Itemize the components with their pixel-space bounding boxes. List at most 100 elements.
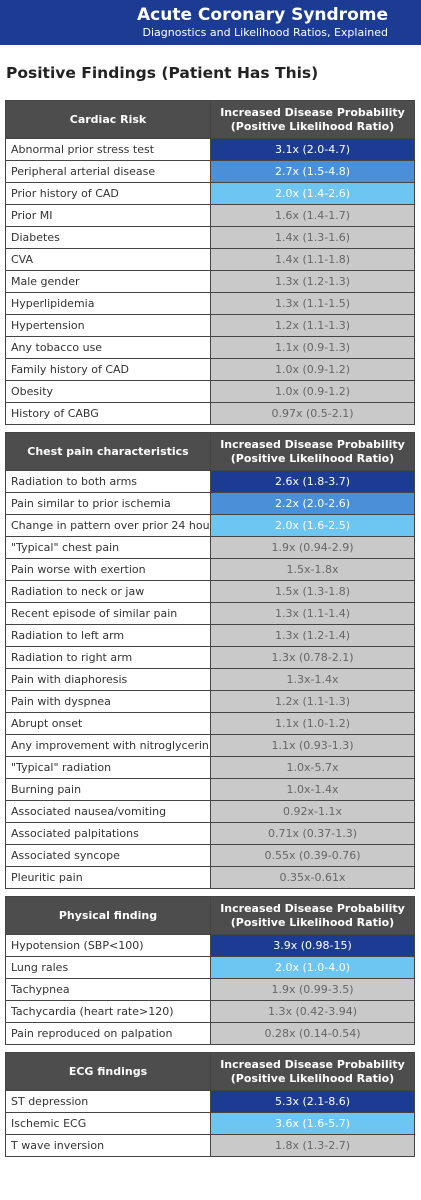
likelihood-ratio: 1.3x-1.4x: [210, 668, 415, 691]
likelihood-ratio: 3.9x (0.98-15): [210, 934, 415, 957]
finding: CVA: [5, 248, 211, 271]
finding: Associated palpitations: [5, 822, 211, 845]
row: Prior MI 1.6x (1.4-1.7): [5, 204, 415, 227]
finding: Hypotension (SBP<100): [5, 934, 211, 957]
finding: Pain with diaphoresis: [5, 668, 211, 691]
likelihood-ratio: 1.3x (1.1-1.5): [210, 292, 415, 315]
finding: Pain with dyspnea: [5, 690, 211, 713]
likelihood-ratio: 0.71x (0.37-1.3): [210, 822, 415, 845]
likelihood-ratio: 1.1x (1.0-1.2): [210, 712, 415, 735]
likelihood-ratio: 1.9x (0.94-2.9): [210, 536, 415, 559]
finding: Hyperlipidemia: [5, 292, 211, 315]
likelihood-ratio: 5.3x (2.1-8.6): [210, 1090, 415, 1113]
subtitle: Diagnostics and Likelihood Ratios, Expla…: [142, 26, 388, 39]
row: Hyperlipidemia 1.3x (1.1-1.5): [5, 292, 415, 315]
likelihood-ratio: 0.55x (0.39-0.76): [210, 844, 415, 867]
finding: Male gender: [5, 270, 211, 293]
finding: Abnormal prior stress test: [5, 138, 211, 161]
finding: Recent episode of similar pain: [5, 602, 211, 625]
row: Associated palpitations 0.71x (0.37-1.3): [5, 822, 415, 845]
section-heading: Positive Findings (Patient Has This): [6, 64, 319, 82]
finding: Radiation to left arm: [5, 624, 211, 647]
row: Tachypnea 1.9x (0.99-3.5): [5, 978, 415, 1001]
finding: Pleuritic pain: [5, 866, 211, 889]
category-header: Physical finding: [5, 896, 211, 935]
finding: "Typical" chest pain: [5, 536, 211, 559]
row: Prior history of CAD 2.0x (1.4-2.6): [5, 182, 415, 205]
row: Hypertension 1.2x (1.1-1.3): [5, 314, 415, 337]
likelihood-ratio: 1.3x (0.78-2.1): [210, 646, 415, 669]
finding: Associated syncope: [5, 844, 211, 867]
finding: History of CABG: [5, 402, 211, 425]
title: Acute Coronary Syndrome: [137, 5, 388, 25]
likelihood-ratio: 1.9x (0.99-3.5): [210, 978, 415, 1001]
header-row: Cardiac Risk Increased Disease Probabilit…: [5, 100, 415, 139]
finding: Radiation to right arm: [5, 646, 211, 669]
finding: Hypertension: [5, 314, 211, 337]
finding: Radiation to both arms: [5, 470, 211, 493]
column-header: Increased Disease Probability (Positive …: [210, 432, 415, 471]
row: Lung rales 2.0x (1.0-4.0): [5, 956, 415, 979]
header-row: Physical finding Increased Disease Probab…: [5, 896, 415, 935]
likelihood-ratio: 1.2x (1.1-1.3): [210, 314, 415, 337]
finding: Family history of CAD: [5, 358, 211, 381]
row: Change in pattern over prior 24 hours 2.0…: [5, 514, 415, 537]
category-header: Cardiac Risk: [5, 100, 211, 139]
likelihood-ratio: 1.6x (1.4-1.7): [210, 204, 415, 227]
likelihood-ratio: 1.0x (0.9-1.2): [210, 380, 415, 403]
row: Ischemic ECG 3.6x (1.6-5.7): [5, 1112, 415, 1135]
row: Abnormal prior stress test 3.1x (2.0-4.7): [5, 138, 415, 161]
finding: Any improvement with nitroglycerin: [5, 734, 211, 757]
likelihood-ratio: 1.8x (1.3-2.7): [210, 1134, 415, 1157]
row: T wave inversion 1.8x (1.3-2.7): [5, 1134, 415, 1157]
row: "Typical" radiation 1.0x-5.7x: [5, 756, 415, 779]
likelihood-ratio: 1.5x-1.8x: [210, 558, 415, 581]
row: Radiation to left arm 1.3x (1.2-1.4): [5, 624, 415, 647]
likelihood-ratio: 2.0x (1.0-4.0): [210, 956, 415, 979]
finding: Associated nausea/vomiting: [5, 800, 211, 823]
finding: Diabetes: [5, 226, 211, 249]
finding: Lung rales: [5, 956, 211, 979]
column-header: Increased Disease Probability (Positive …: [210, 100, 415, 139]
finding: Prior MI: [5, 204, 211, 227]
likelihood-ratio: 1.0x-5.7x: [210, 756, 415, 779]
likelihood-ratio: 2.0x (1.4-2.6): [210, 182, 415, 205]
findings-table: Physical finding Increased Disease Probab…: [5, 896, 415, 1045]
row: Pain worse with exertion 1.5x-1.8x: [5, 558, 415, 581]
finding: Change in pattern over prior 24 hours: [5, 514, 211, 537]
row: Family history of CAD 1.0x (0.9-1.2): [5, 358, 415, 381]
row: Pain with dyspnea 1.2x (1.1-1.3): [5, 690, 415, 713]
row: Recent episode of similar pain 1.3x (1.1-…: [5, 602, 415, 625]
row: Pain with diaphoresis 1.3x-1.4x: [5, 668, 415, 691]
category-header: Chest pain characteristics: [5, 432, 211, 471]
column-header: Increased Disease Probability (Positive …: [210, 1052, 415, 1091]
finding: Prior history of CAD: [5, 182, 211, 205]
row: Pleuritic pain 0.35x-0.61x: [5, 866, 415, 889]
likelihood-ratio: 2.7x (1.5-4.8): [210, 160, 415, 183]
likelihood-ratio: 1.3x (1.2-1.3): [210, 270, 415, 293]
header-row: ECG findings Increased Disease Probabilit…: [5, 1052, 415, 1091]
likelihood-ratio: 1.4x (1.3-1.6): [210, 226, 415, 249]
row: Pain reproduced on palpation 0.28x (0.14-…: [5, 1022, 415, 1045]
row: "Typical" chest pain 1.9x (0.94-2.9): [5, 536, 415, 559]
banner: Acute Coronary Syndrome Diagnostics and …: [0, 0, 421, 45]
likelihood-ratio: 1.3x (1.1-1.4): [210, 602, 415, 625]
row: Radiation to both arms 2.6x (1.8-3.7): [5, 470, 415, 493]
finding: ST depression: [5, 1090, 211, 1113]
finding: T wave inversion: [5, 1134, 211, 1157]
spacer: [0, 889, 421, 896]
finding: "Typical" radiation: [5, 756, 211, 779]
findings-table: ECG findings Increased Disease Probabilit…: [5, 1052, 415, 1157]
row: Hypotension (SBP<100) 3.9x (0.98-15): [5, 934, 415, 957]
likelihood-ratio: 0.35x-0.61x: [210, 866, 415, 889]
row: Any improvement with nitroglycerin 1.1x (…: [5, 734, 415, 757]
row: Peripheral arterial disease 2.7x (1.5-4.8…: [5, 160, 415, 183]
row: Male gender 1.3x (1.2-1.3): [5, 270, 415, 293]
finding: Ischemic ECG: [5, 1112, 211, 1135]
row: ST depression 5.3x (2.1-8.6): [5, 1090, 415, 1113]
header-row: Chest pain characteristics Increased Dise…: [5, 432, 415, 471]
column-header: Increased Disease Probability (Positive …: [210, 896, 415, 935]
finding: Pain reproduced on palpation: [5, 1022, 211, 1045]
likelihood-ratio: 1.3x (0.42-3.94): [210, 1000, 415, 1023]
finding: Abrupt onset: [5, 712, 211, 735]
